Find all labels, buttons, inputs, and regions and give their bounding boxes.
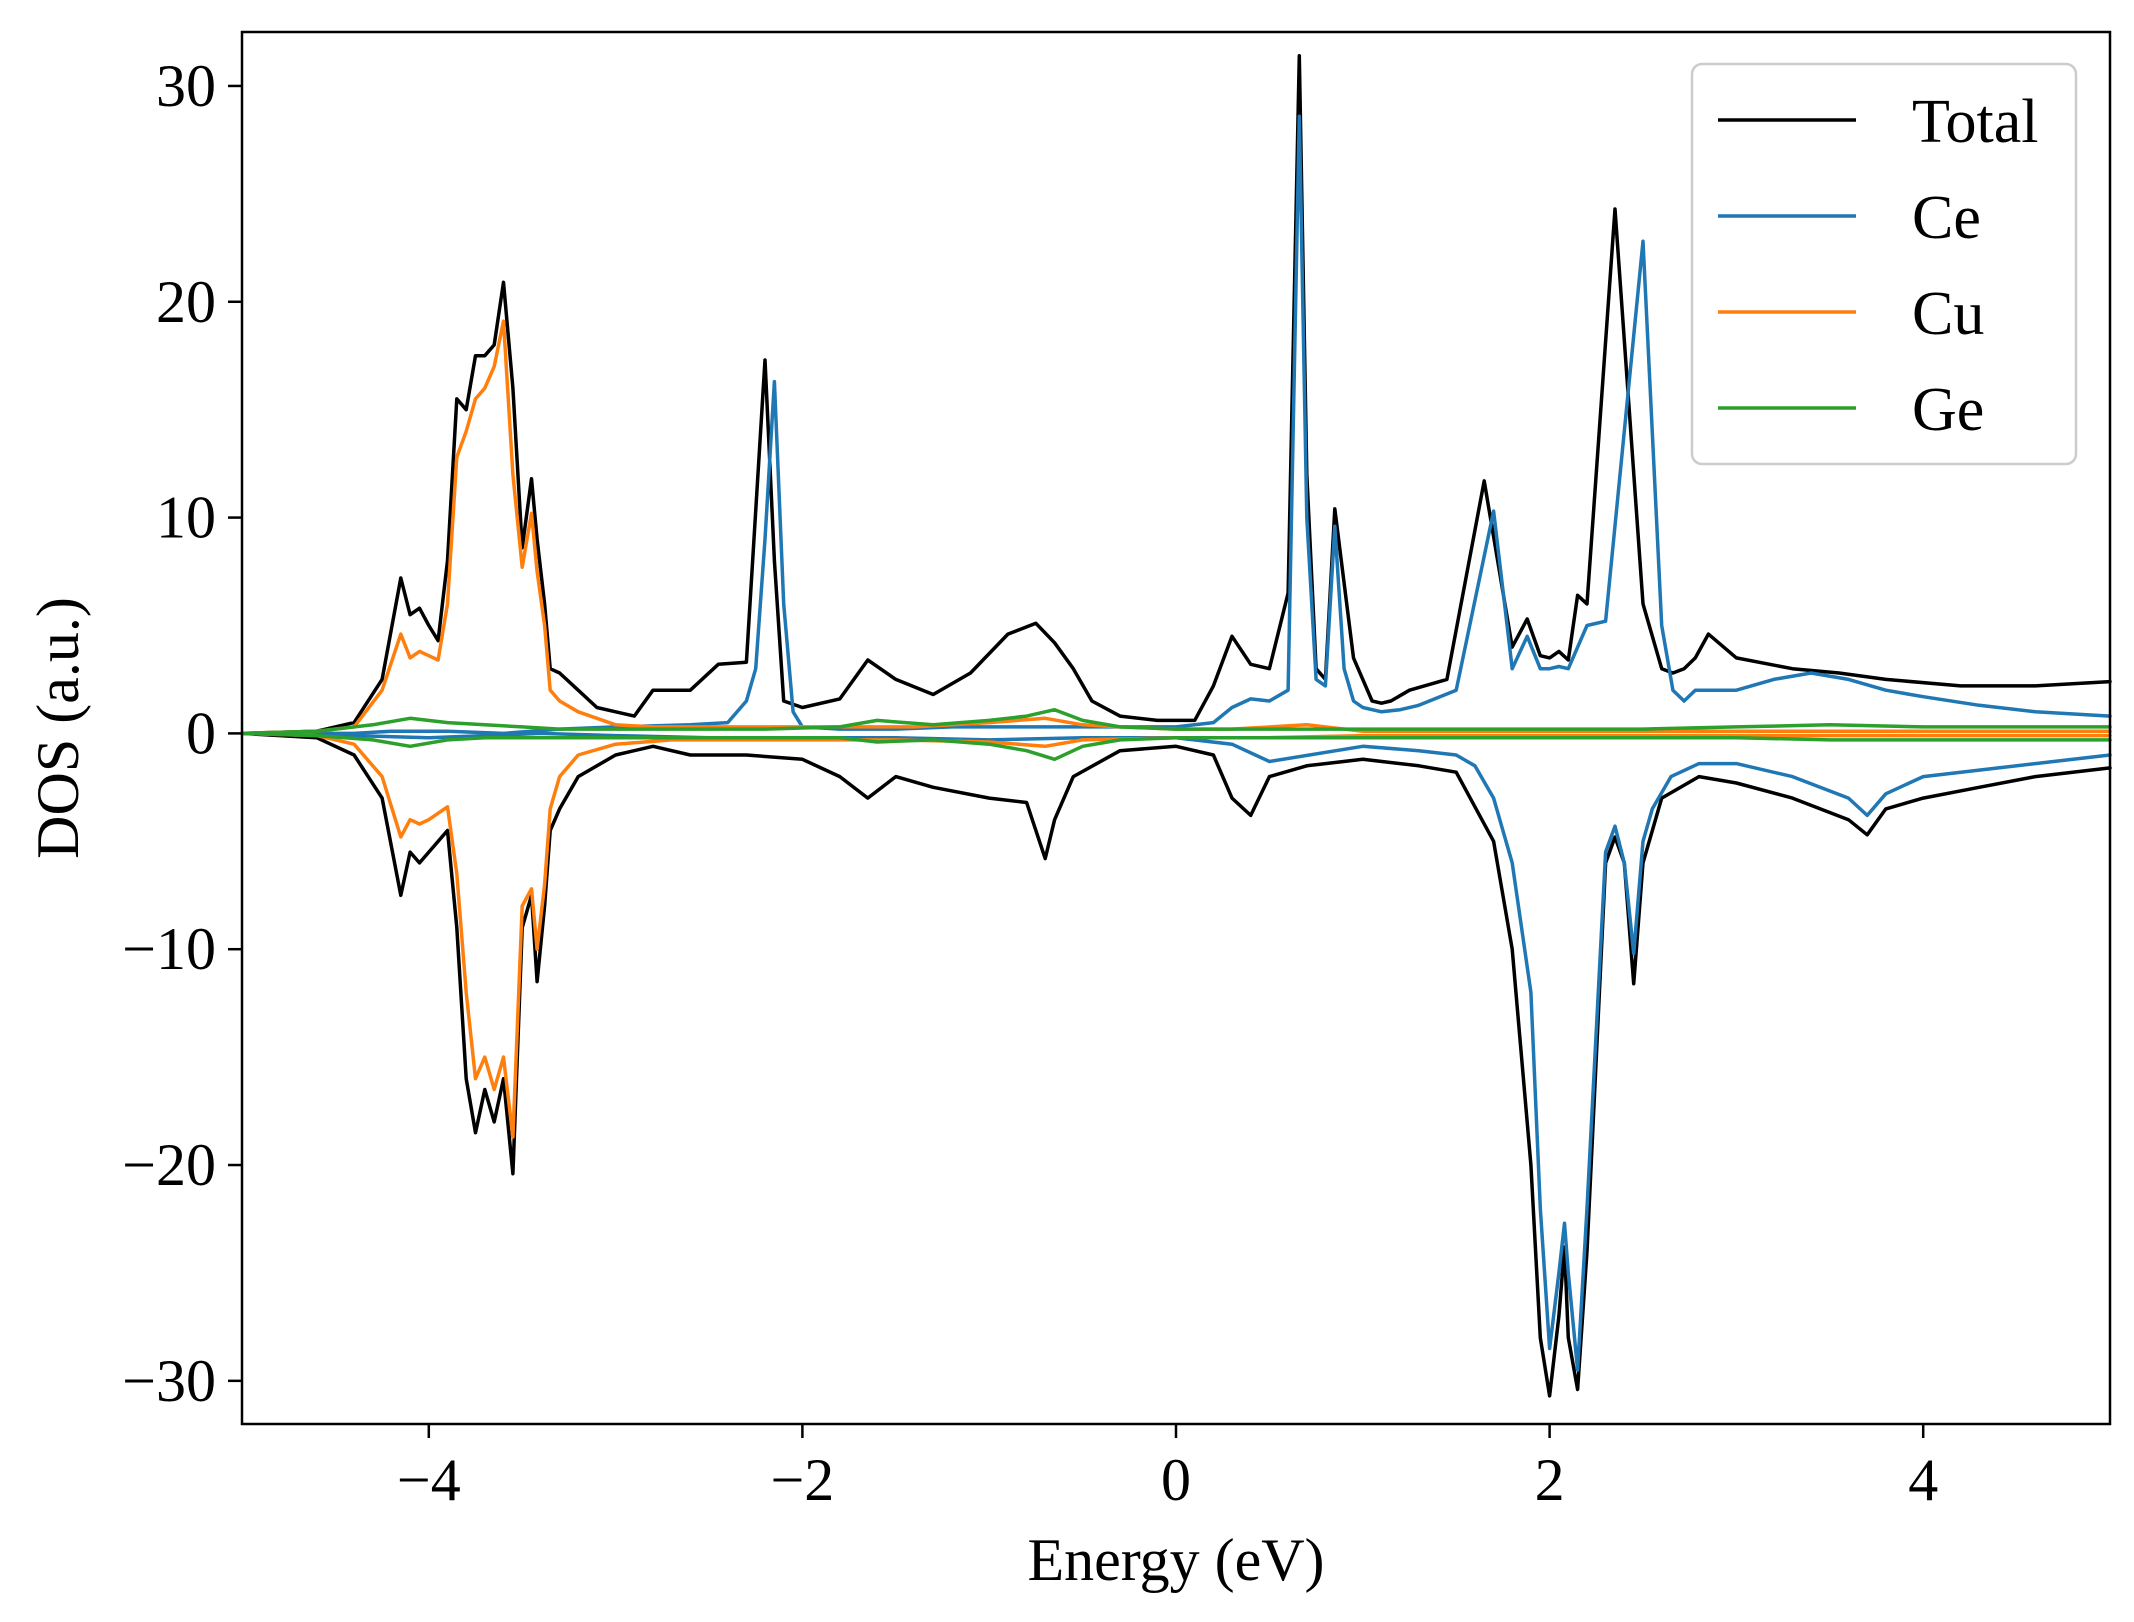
x-tick-label: 2 — [1535, 1447, 1565, 1513]
x-tick-label: −2 — [770, 1447, 834, 1513]
series-ge-spin-up — [240, 707, 2112, 736]
series-ce-spin-up — [240, 114, 2112, 736]
y-tick-label: 30 — [156, 53, 216, 119]
legend-entries: Total Ce Cu Ge — [1718, 88, 2039, 444]
y-tick-label: −30 — [122, 1348, 216, 1414]
legend-label-ce: Ce — [1912, 184, 1981, 252]
y-ticks: −30 −20 −10 0 10 20 30 — [122, 53, 242, 1414]
legend-label-cu: Cu — [1912, 280, 1984, 348]
x-ticks: −4 −2 0 2 4 — [397, 1424, 1938, 1513]
x-tick-label: 0 — [1161, 1447, 1191, 1513]
legend-label-ge: Ge — [1912, 376, 1984, 444]
y-tick-label: 10 — [156, 485, 216, 551]
y-axis-title: DOS (a.u.) — [25, 597, 91, 859]
series-total-spin-up — [240, 53, 2112, 736]
legend-box — [1690, 62, 2078, 466]
series-cu-spin-up — [240, 319, 2112, 736]
series-layer — [240, 53, 2112, 1398]
series-ge-spin-down — [240, 731, 2112, 762]
series-total-spin-down — [240, 731, 2112, 1398]
legend-label-total: Total — [1912, 88, 2039, 156]
x-tick-label: −4 — [397, 1447, 461, 1513]
y-tick-label: 0 — [186, 700, 216, 766]
y-tick-label: −10 — [122, 916, 216, 982]
x-tick-label: 4 — [1908, 1447, 1938, 1513]
x-axis-title: Energy (eV) — [1027, 1527, 1324, 1593]
y-tick-label: 20 — [156, 269, 216, 335]
y-tick-label: −20 — [122, 1132, 216, 1198]
legend: Total Ce Cu Ge — [1690, 62, 2078, 466]
